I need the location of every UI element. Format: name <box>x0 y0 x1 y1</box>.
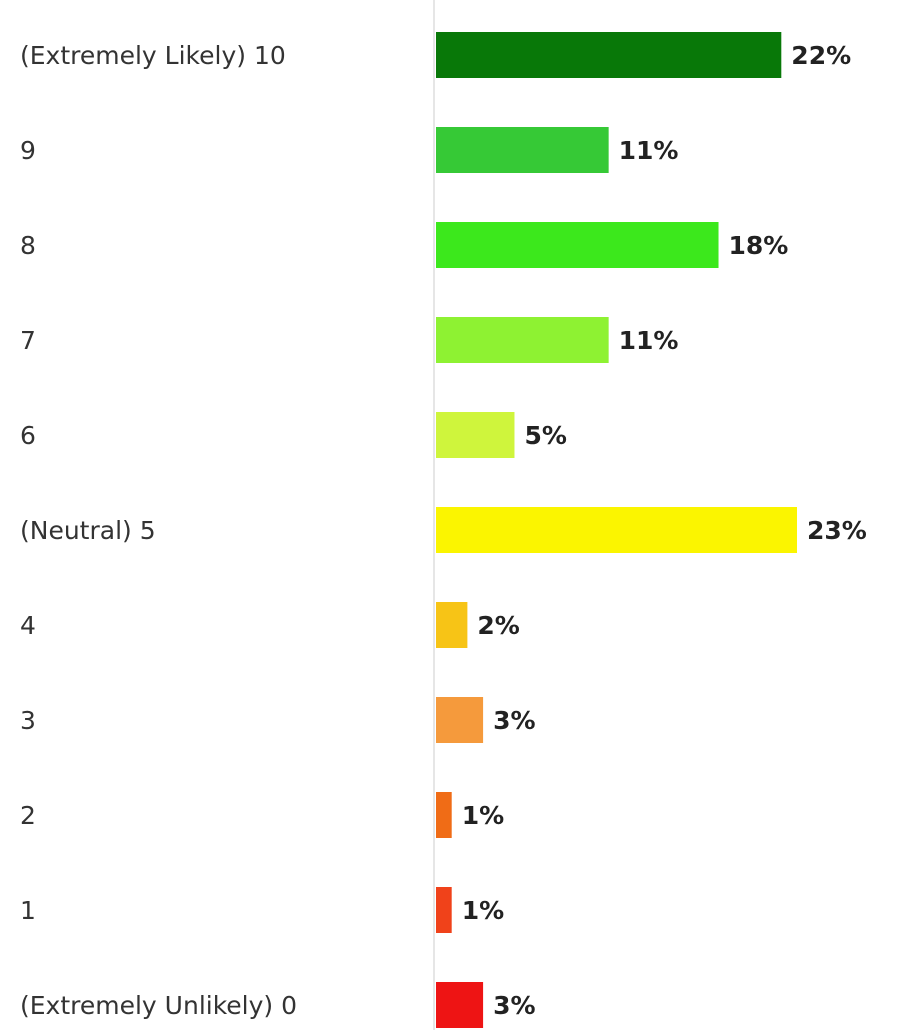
bar <box>436 317 609 363</box>
value-label: 1% <box>462 896 504 925</box>
value-label: 11% <box>619 326 679 355</box>
value-label: 11% <box>619 136 679 165</box>
category-label: (Neutral) 5 <box>20 516 156 545</box>
bar <box>436 697 484 743</box>
value-label: 18% <box>729 231 789 260</box>
value-label: 2% <box>477 611 519 640</box>
value-label: 23% <box>807 516 867 545</box>
category-label: 8 <box>20 231 36 260</box>
value-label: 3% <box>493 991 535 1020</box>
bar <box>436 507 797 553</box>
category-label: 2 <box>20 801 36 830</box>
bar <box>436 127 609 173</box>
bar <box>436 602 468 648</box>
value-label: 5% <box>524 421 566 450</box>
category-label: 4 <box>20 611 36 640</box>
value-label: 3% <box>493 706 535 735</box>
value-label: 1% <box>462 801 504 830</box>
value-label: 22% <box>791 41 851 70</box>
bar <box>436 412 515 458</box>
category-label: 3 <box>20 706 36 735</box>
category-label: 9 <box>20 136 36 165</box>
category-label: 1 <box>20 896 36 925</box>
category-label: (Extremely Unlikely) 0 <box>20 991 297 1020</box>
bar <box>436 982 484 1028</box>
bar <box>436 887 452 933</box>
category-label: 6 <box>20 421 36 450</box>
bar <box>436 222 719 268</box>
category-label: 7 <box>20 326 36 355</box>
bar <box>436 32 782 78</box>
category-label: (Extremely Likely) 10 <box>20 41 286 70</box>
bar <box>436 792 452 838</box>
